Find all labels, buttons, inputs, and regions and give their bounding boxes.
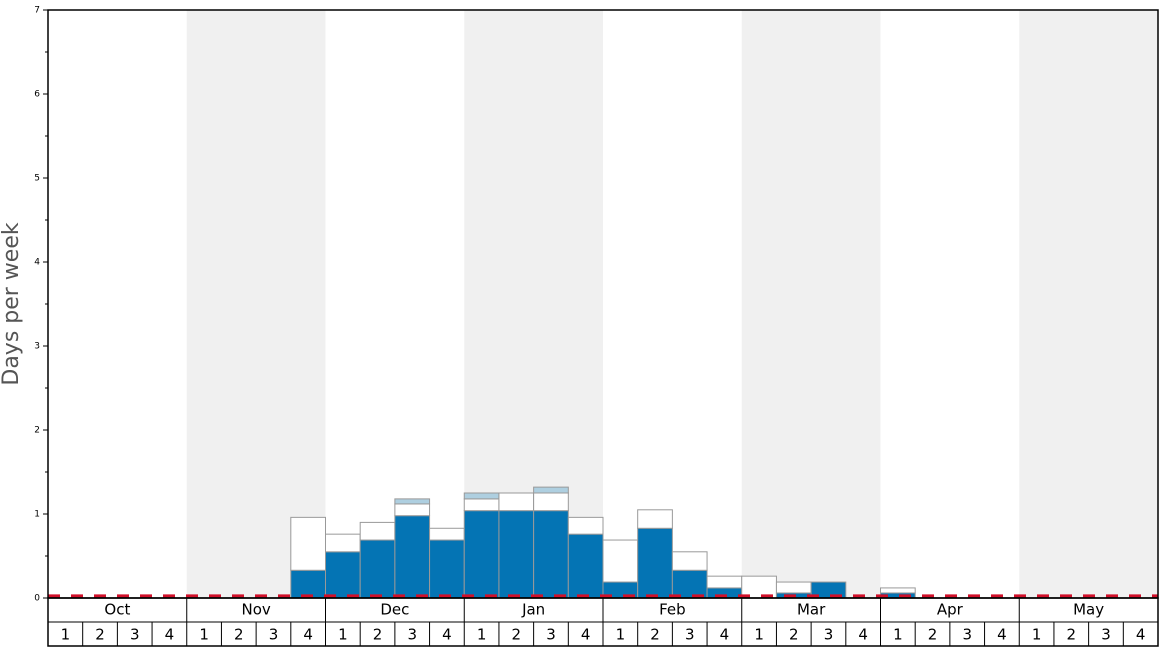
x-tick-label: 2 [512, 626, 522, 644]
x-tick-label: 4 [858, 626, 868, 644]
bar-segment [567, 516, 604, 535]
y-tick-label: 0 [34, 594, 40, 604]
y-axis-label: Days per week [0, 222, 24, 385]
bar-segment [880, 587, 916, 594]
x-tick-label: 3 [1101, 626, 1111, 644]
x-tick-label: 1 [199, 626, 209, 644]
bar-segment [463, 510, 500, 599]
month-label: Apr [937, 601, 964, 619]
y-tick-label: 4 [34, 258, 40, 268]
bar-segment [429, 539, 465, 599]
x-tick-label: 2 [650, 626, 660, 644]
x-tick-label: 1 [61, 626, 71, 644]
x-tick-label: 4 [442, 626, 452, 644]
month-label: Oct [104, 601, 130, 619]
month-label: Dec [380, 601, 409, 619]
bar-segment [498, 510, 535, 599]
bar-segment [567, 533, 604, 599]
x-tick-label: 3 [824, 626, 834, 644]
x-tick-label: 3 [962, 626, 972, 644]
y-tick-label: 3 [34, 342, 40, 352]
bar-segment [290, 516, 326, 571]
bar-segment [637, 527, 673, 599]
x-tick-label: 1 [1032, 626, 1042, 644]
bar-segment [359, 539, 396, 599]
month-label: Jan [521, 601, 545, 619]
bar-segment [533, 510, 569, 599]
x-tick-label: 1 [616, 626, 626, 644]
y-tick-label: 1 [34, 510, 40, 520]
bar-segment [463, 498, 500, 512]
x-tick-label: 4 [165, 626, 175, 644]
bar-segment [429, 527, 465, 541]
x-tick-label: 1 [477, 626, 487, 644]
x-tick-label: 3 [269, 626, 279, 644]
bar-segment [325, 533, 361, 553]
x-tick-label: 1 [338, 626, 348, 644]
y-tick-label: 6 [34, 90, 40, 100]
x-tick-label: 3 [130, 626, 140, 644]
x-tick-label: 2 [928, 626, 938, 644]
bar-segment [463, 492, 500, 500]
bar-segment [359, 521, 396, 541]
x-tick-label: 2 [234, 626, 244, 644]
x-tick-label: 2 [1067, 626, 1077, 644]
bar-segment [394, 498, 431, 505]
x-tick-label: 4 [581, 626, 591, 644]
x-tick-label: 1 [754, 626, 764, 644]
month-shade [1019, 10, 1158, 598]
bar-segment [706, 575, 743, 589]
month-label: Nov [241, 601, 270, 619]
x-tick-label: 2 [373, 626, 383, 644]
bar-segment [671, 551, 708, 571]
x-tick-label: 4 [1136, 626, 1146, 644]
x-tick-label: 4 [997, 626, 1007, 644]
x-tick-label: 3 [546, 626, 556, 644]
y-tick-label: 5 [34, 174, 40, 184]
month-shade [741, 10, 881, 598]
x-tick-label: 3 [407, 626, 417, 644]
x-tick-label: 1 [893, 626, 903, 644]
bar-segment [325, 551, 361, 599]
month-label: Feb [659, 601, 686, 619]
bar-segment [775, 581, 812, 594]
bar-segment [533, 492, 569, 512]
y-tick-label: 7 [34, 6, 40, 16]
y-tick-label: 2 [34, 426, 40, 436]
x-tick-label: 2 [789, 626, 799, 644]
bar-segment [498, 492, 535, 512]
bar-segment [533, 486, 569, 494]
bar-segment [671, 569, 708, 599]
month-shade [186, 10, 326, 598]
x-tick-label: 4 [303, 626, 313, 644]
x-tick-label: 4 [720, 626, 730, 644]
month-label: Mar [797, 601, 826, 619]
bar-segment [394, 515, 431, 599]
bar-segment [602, 539, 639, 583]
month-label: May [1073, 601, 1104, 619]
bar-segment [637, 509, 673, 529]
bar-segment [290, 569, 326, 599]
x-tick-label: 2 [95, 626, 105, 644]
x-tick-label: 3 [685, 626, 695, 644]
bar-segment [394, 503, 431, 517]
